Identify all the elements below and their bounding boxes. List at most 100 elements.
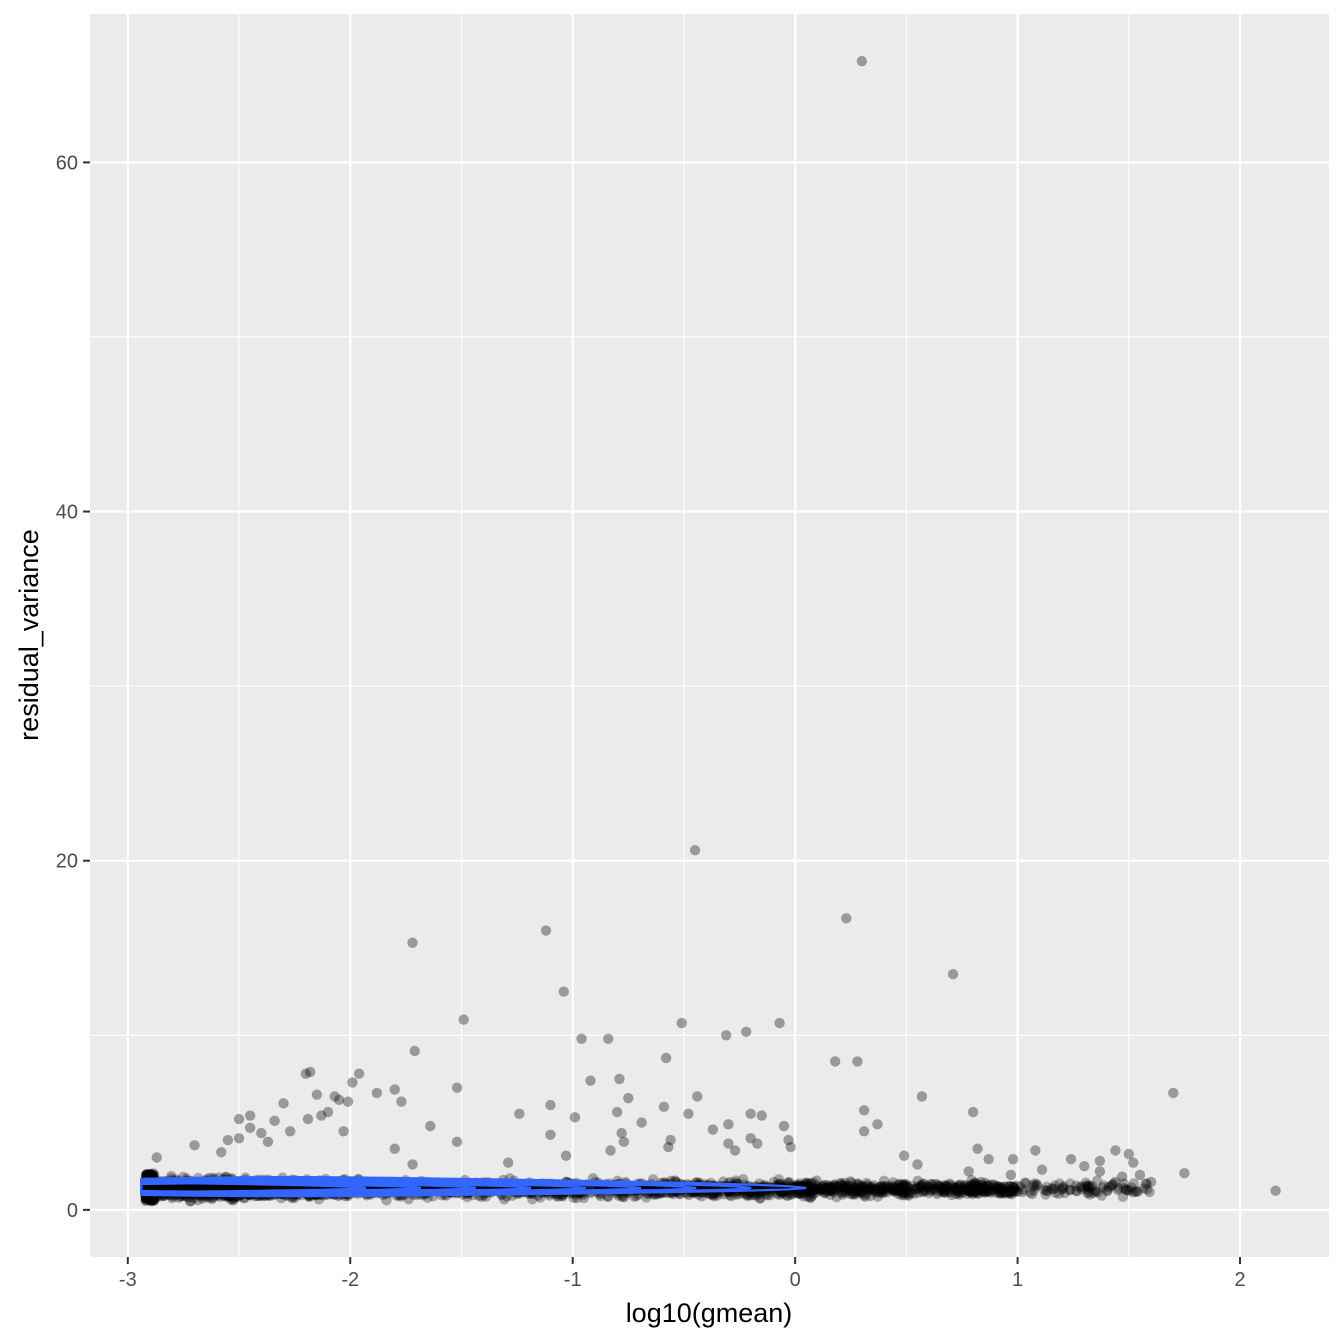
band-point bbox=[872, 1184, 883, 1195]
band-point bbox=[862, 1179, 873, 1191]
band-point bbox=[865, 1183, 876, 1195]
band-point bbox=[1010, 1180, 1022, 1191]
band-point bbox=[873, 1182, 885, 1193]
band-point bbox=[966, 1186, 977, 1197]
band-point bbox=[876, 1183, 888, 1194]
data-point bbox=[1123, 1148, 1135, 1160]
data-point bbox=[1079, 1161, 1090, 1172]
band-point bbox=[878, 1175, 890, 1187]
band-point bbox=[839, 1186, 850, 1197]
band-point bbox=[1107, 1179, 1118, 1191]
band-point bbox=[147, 1194, 159, 1205]
band-point bbox=[945, 1179, 957, 1191]
band-point bbox=[981, 1186, 992, 1197]
band-point bbox=[913, 1187, 924, 1198]
band-point bbox=[979, 1177, 991, 1189]
x-tick-label: 1 bbox=[1012, 1269, 1023, 1291]
band-point bbox=[1059, 1187, 1071, 1199]
band-point bbox=[881, 1185, 892, 1196]
band-point bbox=[826, 1182, 837, 1194]
data-point bbox=[1134, 1169, 1146, 1181]
band-point bbox=[628, 1191, 640, 1202]
band-point bbox=[927, 1182, 939, 1194]
band-point bbox=[978, 1186, 990, 1197]
band-point bbox=[881, 1187, 893, 1198]
band-point bbox=[1040, 1189, 1051, 1200]
band-point bbox=[1026, 1188, 1038, 1200]
band-point bbox=[880, 1182, 891, 1194]
band-point bbox=[1053, 1188, 1065, 1200]
band-point bbox=[984, 1185, 995, 1197]
band-point bbox=[1017, 1186, 1029, 1198]
band-point bbox=[864, 1184, 875, 1195]
band-point bbox=[951, 1188, 962, 1200]
data-point bbox=[605, 1145, 616, 1156]
data-point bbox=[676, 1017, 687, 1029]
band-point bbox=[836, 1184, 847, 1195]
band-point bbox=[899, 1181, 911, 1192]
band-point bbox=[1098, 1180, 1110, 1191]
band-point bbox=[876, 1183, 887, 1194]
band-point bbox=[849, 1182, 861, 1193]
band-point bbox=[898, 1188, 909, 1199]
band-point bbox=[1120, 1184, 1131, 1195]
band-point bbox=[1132, 1186, 1144, 1197]
band-point bbox=[742, 1190, 753, 1202]
band-point bbox=[145, 1195, 156, 1206]
band-point bbox=[828, 1187, 839, 1198]
band-point bbox=[923, 1187, 935, 1199]
data-point bbox=[707, 1124, 719, 1135]
band-point bbox=[210, 1182, 221, 1193]
band-point bbox=[831, 1182, 842, 1193]
band-point bbox=[799, 1187, 810, 1198]
data-point bbox=[1145, 1176, 1157, 1188]
band-point bbox=[925, 1185, 936, 1196]
band-point bbox=[568, 1192, 579, 1203]
band-point bbox=[970, 1180, 982, 1192]
band-point bbox=[901, 1179, 912, 1190]
band-point bbox=[985, 1179, 996, 1191]
band-point bbox=[994, 1184, 1005, 1195]
band-point bbox=[860, 1188, 871, 1200]
band-point bbox=[940, 1183, 951, 1195]
band-point bbox=[830, 1184, 841, 1196]
band-point bbox=[778, 1185, 789, 1197]
band-point bbox=[837, 1181, 849, 1192]
band-point bbox=[1117, 1191, 1129, 1203]
band-point bbox=[1091, 1175, 1103, 1186]
band-point bbox=[726, 1190, 737, 1202]
x-axis-title: log10(gmean) bbox=[626, 1298, 793, 1328]
band-point bbox=[840, 1181, 851, 1193]
y-tick-label: 20 bbox=[56, 851, 78, 873]
band-point bbox=[147, 1194, 158, 1206]
data-point bbox=[756, 1110, 767, 1121]
band-point bbox=[918, 1184, 930, 1195]
band-point bbox=[970, 1182, 981, 1193]
x-tick-label: -3 bbox=[119, 1269, 137, 1291]
band-point bbox=[876, 1185, 887, 1196]
data-point bbox=[723, 1138, 734, 1149]
band-point bbox=[803, 1187, 814, 1199]
band-point bbox=[145, 1169, 157, 1181]
data-point bbox=[623, 1092, 634, 1104]
data-point bbox=[305, 1066, 316, 1078]
band-point bbox=[937, 1184, 949, 1195]
band-point bbox=[867, 1186, 879, 1197]
band-point bbox=[1020, 1178, 1032, 1189]
band-point bbox=[853, 1179, 865, 1191]
band-point bbox=[856, 1187, 868, 1198]
data-point bbox=[774, 1017, 785, 1029]
band-point bbox=[144, 1193, 156, 1205]
x-tick-label: -2 bbox=[341, 1269, 359, 1291]
band-point bbox=[959, 1183, 971, 1194]
band-point bbox=[970, 1178, 981, 1190]
band-point bbox=[937, 1187, 949, 1198]
data-point bbox=[947, 968, 959, 980]
band-point bbox=[867, 1181, 878, 1193]
data-point bbox=[1007, 1154, 1019, 1165]
band-point bbox=[1082, 1179, 1093, 1191]
band-point bbox=[781, 1190, 792, 1201]
band-point bbox=[899, 1185, 910, 1197]
band-point bbox=[806, 1190, 818, 1202]
band-point bbox=[895, 1186, 906, 1197]
